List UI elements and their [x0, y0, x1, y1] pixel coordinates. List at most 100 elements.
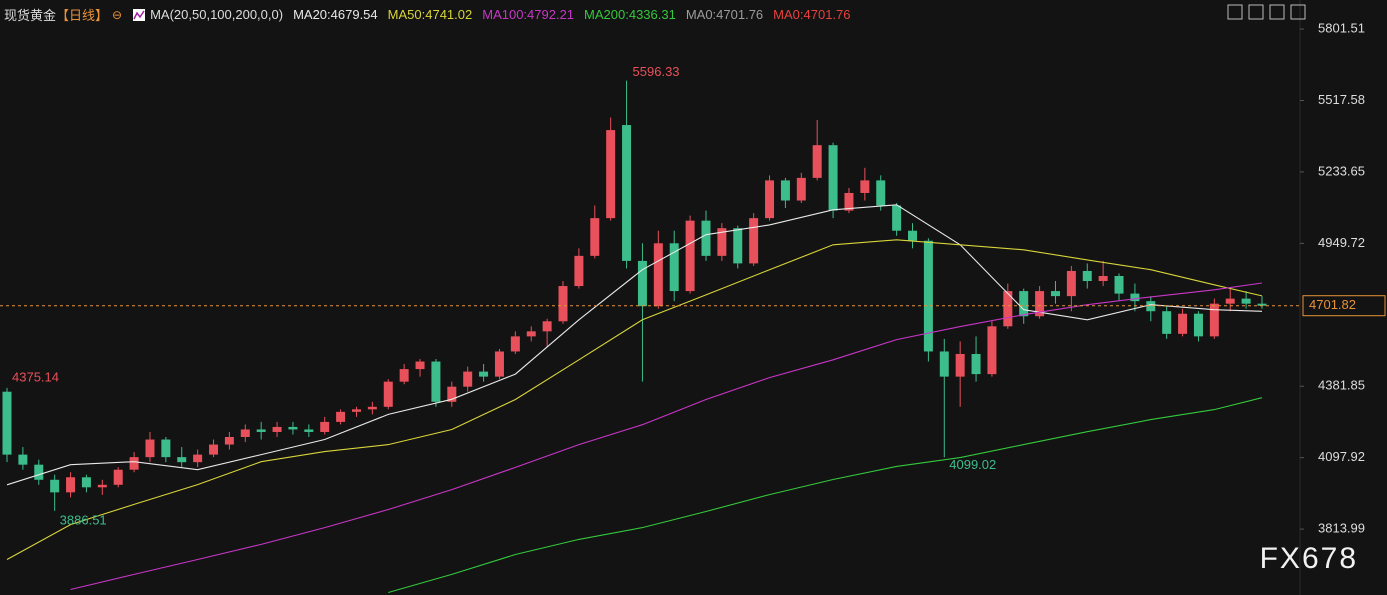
candle-body	[606, 130, 616, 219]
candle-body	[860, 180, 870, 193]
candle-body	[1019, 291, 1029, 317]
indicator[interactable]: MA(20,50,100,200,0,0)	[150, 7, 284, 22]
candle-body	[463, 371, 473, 387]
legend-entry: MA0:4701.76	[685, 7, 764, 22]
candle-body	[1178, 313, 1188, 334]
candle-body	[717, 228, 727, 256]
candle-body	[50, 479, 60, 493]
candle-body	[685, 220, 695, 292]
candle-body	[1257, 303, 1267, 306]
candle-body	[669, 243, 679, 292]
remove-icon[interactable]: ⊖	[112, 7, 123, 22]
last-price-box	[1302, 295, 1386, 317]
candle-body	[1098, 275, 1108, 282]
candle-body	[1241, 298, 1251, 304]
y-tick-label: 4097.92	[1318, 449, 1365, 464]
ma-line	[6, 239, 1263, 560]
y-tick-label: 4949.72	[1318, 235, 1365, 250]
candle-body	[447, 386, 457, 402]
candle-body	[336, 411, 346, 422]
candle-body	[908, 230, 918, 241]
candle-body	[81, 477, 91, 488]
instrument[interactable]: 现货黄金	[4, 8, 57, 23]
candles	[2, 80, 1267, 511]
candle-body	[18, 454, 28, 465]
candle-body	[1146, 301, 1156, 312]
candle-body	[34, 464, 44, 480]
candle-body	[320, 421, 330, 432]
candle-body	[1003, 291, 1013, 327]
candle-body	[193, 454, 203, 463]
period[interactable]: 【日线】	[56, 8, 109, 23]
tool-icon[interactable]	[1290, 4, 1306, 20]
candle-body	[66, 477, 76, 493]
candle-body	[288, 426, 298, 430]
candle-body	[1035, 291, 1045, 317]
ma-line	[70, 282, 1263, 591]
candle-body	[1050, 291, 1060, 297]
legend-entry: MA0:4701.76	[773, 7, 851, 22]
candle-body	[415, 361, 425, 370]
extreme-label: 3886.51	[60, 512, 107, 527]
tool-icon[interactable]	[1248, 4, 1264, 20]
toolbar[interactable]	[1227, 4, 1306, 20]
candle-body	[939, 351, 949, 377]
candle-body	[733, 228, 743, 264]
candle-body	[2, 391, 12, 455]
tool-icon[interactable]	[1227, 4, 1243, 20]
candle-body	[622, 125, 632, 261]
y-tick-label: 5233.65	[1318, 163, 1365, 178]
candle-body	[431, 361, 441, 402]
extreme-label: 4099.02	[949, 457, 996, 472]
candle-body	[637, 260, 647, 307]
candle-body	[494, 351, 504, 377]
header: 现货黄金 【日线】 ⊖ MA(20,50,100,200,0,0) MA20:4…	[4, 5, 851, 24]
tool-icon[interactable]	[1269, 4, 1285, 20]
candle-body	[701, 220, 711, 256]
indicator-icon[interactable]	[132, 8, 146, 22]
candle-body	[399, 369, 409, 382]
candle-body	[987, 326, 997, 375]
candle-body	[1130, 293, 1140, 302]
candle-body	[97, 484, 107, 488]
candle-body	[1162, 311, 1172, 334]
candle-body	[272, 426, 282, 432]
ma-line	[6, 204, 1263, 486]
candle-body	[1066, 270, 1076, 297]
candle-body	[510, 336, 520, 352]
candle-body	[1082, 270, 1092, 282]
legend-entry: MA200:4336.31	[584, 7, 676, 22]
candle-body	[367, 406, 377, 410]
candle-body	[558, 286, 568, 322]
ma-line	[388, 397, 1263, 594]
candle-body	[479, 371, 489, 377]
candle-body	[828, 145, 838, 211]
candle-body	[209, 444, 219, 455]
candle-body	[876, 180, 886, 206]
candle-body	[542, 321, 552, 332]
candle-body	[955, 353, 965, 377]
candle-body	[113, 469, 123, 485]
candle-body	[129, 457, 139, 470]
candle-body	[240, 429, 250, 438]
candle-body	[971, 353, 981, 375]
candle-body	[812, 145, 822, 178]
candle-body	[653, 243, 663, 307]
candle-body	[749, 218, 759, 264]
y-tick-label: 4381.85	[1318, 378, 1365, 393]
candle-body	[590, 218, 600, 256]
candle-body	[780, 180, 790, 201]
candle-body	[1193, 313, 1203, 337]
y-tick-label: 3813.99	[1318, 521, 1365, 536]
legend-entry: MA20:4679.54	[293, 7, 378, 22]
last-price-label: 4701.82	[1309, 297, 1356, 312]
candle-body	[145, 439, 155, 458]
candle-body	[892, 205, 902, 231]
candle-body	[844, 192, 854, 211]
extreme-label: 5596.33	[633, 64, 680, 79]
candle-body	[224, 437, 234, 445]
extreme-label: 4375.14	[12, 369, 59, 384]
